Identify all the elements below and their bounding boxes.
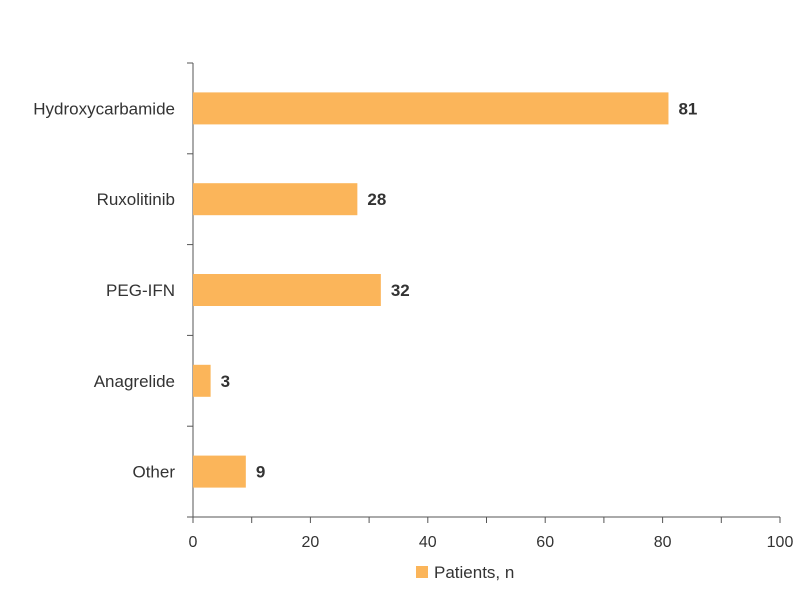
data-label: 9: [256, 463, 265, 482]
x-axis: 0 20 40 60 80 100: [189, 516, 794, 551]
category-label: Ruxolitinib: [97, 190, 175, 209]
data-label: 28: [367, 190, 386, 209]
x-tick-label: 0: [189, 534, 198, 551]
legend-swatch: [416, 566, 428, 578]
bar: [193, 455, 246, 488]
category-label: Hydroxycarbamide: [33, 99, 175, 118]
bar: [193, 274, 381, 306]
legend: Patients, n: [416, 563, 514, 582]
data-label: 81: [678, 99, 697, 118]
bar: [193, 364, 211, 397]
y-axis: Hydroxycarbamide Ruxolitinib PEG-IFN Anagre…: [33, 62, 194, 518]
bar: [193, 92, 669, 125]
bar: [193, 183, 358, 216]
legend-label: Patients, n: [434, 563, 514, 582]
data-label: 3: [221, 372, 230, 391]
data-label: 32: [391, 281, 410, 300]
bars: 81 28 32 3 9: [193, 92, 697, 488]
category-label: Anagrelide: [94, 372, 175, 391]
x-tick-label: 60: [536, 534, 554, 551]
category-label: Other: [132, 463, 175, 482]
x-tick-label: 100: [767, 534, 794, 551]
x-tick-label: 40: [419, 534, 437, 551]
x-tick-label: 80: [654, 534, 672, 551]
category-label: PEG-IFN: [106, 281, 175, 300]
x-tick-label: 20: [302, 534, 320, 551]
